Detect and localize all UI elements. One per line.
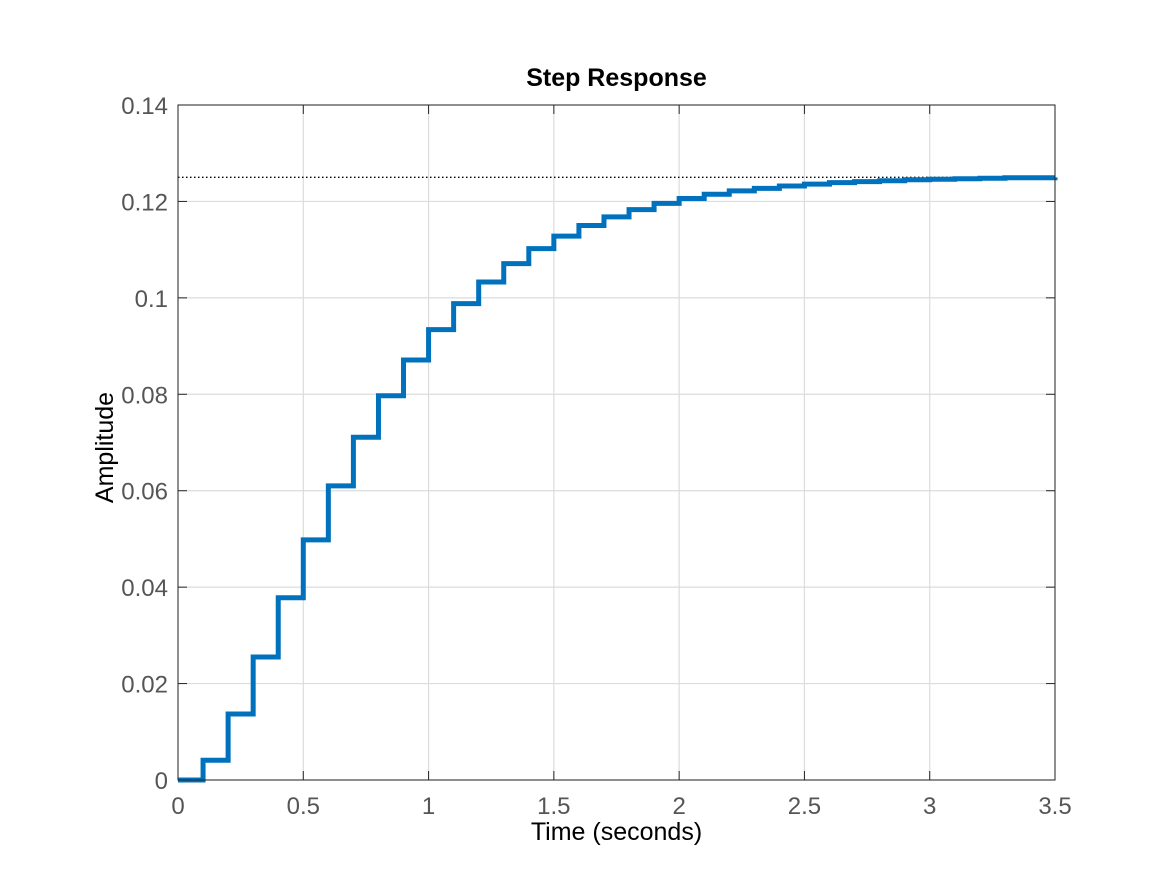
tick-marks — [177, 104, 1056, 781]
x-tick-label: 2 — [672, 793, 685, 820]
y-tick-label: 0.14 — [121, 93, 168, 120]
x-tick-label: 0.5 — [287, 793, 320, 820]
y-tick-label: 0.1 — [135, 286, 168, 313]
y-tick-label: 0.06 — [121, 479, 168, 506]
x-tick-label: 1.5 — [537, 793, 570, 820]
y-tick-label: 0.12 — [121, 189, 168, 216]
x-tick-label: 1 — [422, 793, 435, 820]
y-tick-label: 0.08 — [121, 382, 168, 409]
y-tick-labels: 0 0.02 0.04 0.06 0.08 0.1 0.12 0.14 — [121, 93, 168, 795]
plot-frame — [177, 104, 1056, 781]
y-axis-label: Amplitude — [91, 392, 119, 503]
x-tick-label: 0 — [171, 793, 184, 820]
y-tick-label: 0 — [155, 768, 168, 795]
chart-title: Step Response — [526, 64, 707, 92]
x-tick-label: 3 — [923, 793, 936, 820]
y-tick-label: 0.04 — [121, 575, 168, 602]
series-layer — [178, 175, 1058, 783]
step-response-series-line — [178, 175, 1058, 783]
x-tick-label: 3.5 — [1038, 793, 1071, 820]
y-tick-label: 0.02 — [121, 672, 168, 699]
plot-area — [178, 105, 1055, 780]
x-tick-label: 2.5 — [788, 793, 821, 820]
x-tick-labels: 0 0.5 1 1.5 2 2.5 3 3.5 — [171, 793, 1071, 820]
x-axis-label: Time (seconds) — [531, 818, 702, 846]
